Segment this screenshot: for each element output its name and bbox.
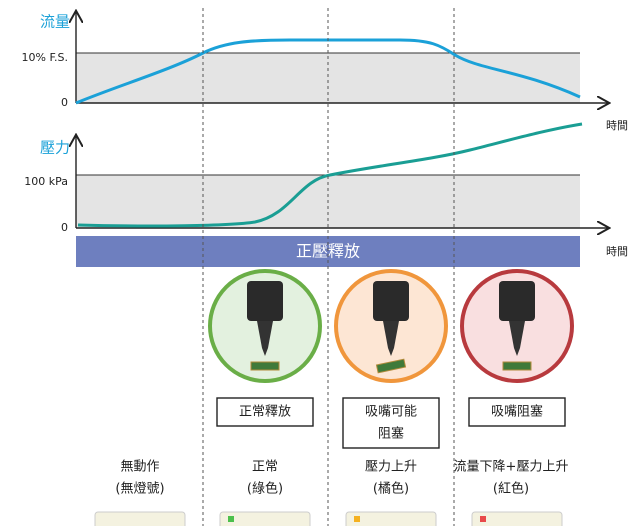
status-text: 無動作 xyxy=(120,460,159,475)
tick-label: 100 kPa xyxy=(24,175,68,188)
flow-curve xyxy=(75,38,581,105)
axis-label: 時間 xyxy=(606,119,628,132)
indicator-led xyxy=(354,516,360,522)
status-text: 壓力上升 xyxy=(365,460,417,475)
label-text: 吸嘴可能 xyxy=(365,405,417,420)
indicator xyxy=(94,511,186,526)
tick-label: 10% F.S. xyxy=(22,51,68,64)
label-text: 吸嘴阻塞 xyxy=(491,404,543,420)
label-box xyxy=(468,397,566,427)
axis-label: 壓力 xyxy=(40,139,70,157)
label-text: 阻塞 xyxy=(378,426,404,442)
indicator xyxy=(471,511,563,526)
nozzle-tip xyxy=(509,321,525,356)
label-box xyxy=(216,397,314,427)
indicator xyxy=(219,511,311,526)
pressure-curve xyxy=(77,122,583,228)
nozzle-tip xyxy=(257,321,273,356)
label-text: 正常釋放 xyxy=(239,404,291,420)
status-text: (綠色) xyxy=(247,481,283,497)
component xyxy=(250,361,280,371)
band xyxy=(76,53,580,103)
status-text: 正常 xyxy=(252,460,278,475)
axis-label: 流量 xyxy=(40,13,70,31)
component xyxy=(502,361,532,371)
dividers xyxy=(202,8,455,526)
axis-label: 時間 xyxy=(606,245,628,258)
status-text: (橘色) xyxy=(373,481,409,497)
indicator-led xyxy=(228,516,234,522)
tick-label: 0 xyxy=(61,221,68,234)
tick-label: 0 xyxy=(61,96,68,109)
nozzle-body xyxy=(373,281,409,321)
nozzle-tip xyxy=(383,321,399,356)
indicator xyxy=(345,511,437,526)
indicator-led xyxy=(480,516,486,522)
nozzle-body xyxy=(247,281,283,321)
status-text: (無燈號) xyxy=(115,482,164,497)
label-box xyxy=(342,397,440,449)
nozzle-body xyxy=(499,281,535,321)
status-text: (紅色) xyxy=(493,481,529,497)
status-text: 流量下降+壓力上升 xyxy=(454,460,569,475)
component xyxy=(375,358,407,374)
